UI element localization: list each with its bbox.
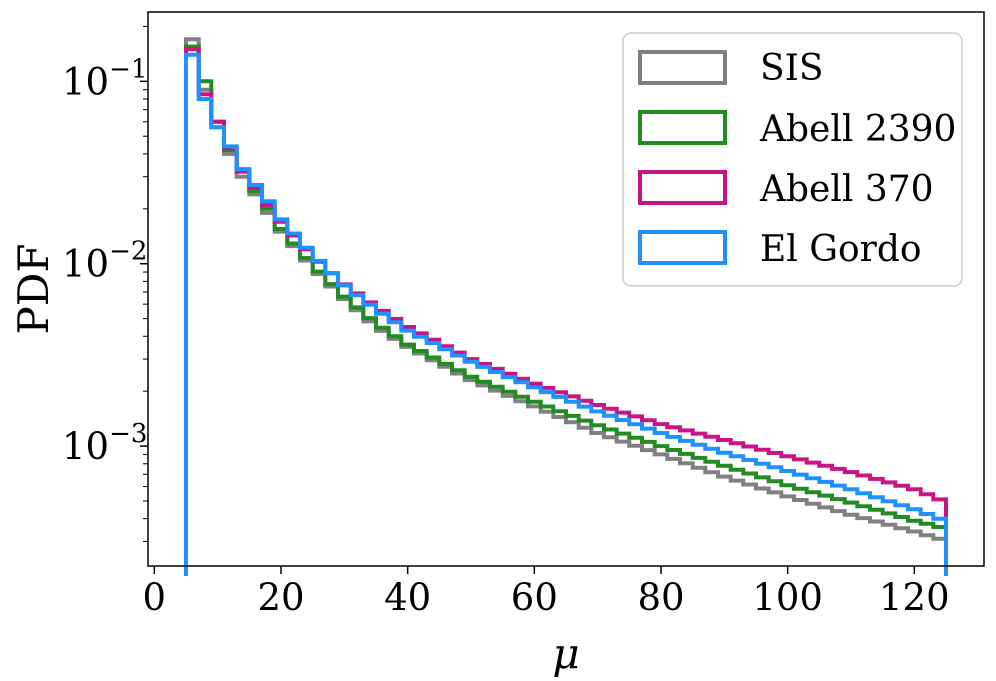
x-tick-label: 20 (257, 576, 304, 619)
series-layer (184, 37, 948, 576)
x-tick-label: 0 (143, 576, 167, 619)
legend-frame (622, 32, 963, 287)
legend-label-sis: SIS (760, 48, 824, 89)
x-tick-label: 80 (637, 576, 684, 619)
series-el-gordo (184, 52, 948, 576)
legend-label-abell-370: Abell 370 (759, 169, 934, 210)
y-tick-label: 10−1 (62, 54, 147, 103)
x-axis-label: μ (552, 629, 579, 678)
y-tick-label: 10−3 (62, 419, 147, 468)
x-tick-label: 40 (384, 576, 431, 619)
legend-swatch-sis (638, 50, 727, 85)
legend-label-abell-2390: Abell 2390 (759, 109, 956, 150)
legend-swatch-abell-370 (638, 170, 727, 205)
plot-frame (147, 11, 985, 567)
y-tick-label: 10−2 (62, 237, 147, 286)
minor-tick-layer (143, 25, 148, 542)
y-axis-label: PDF (9, 243, 58, 334)
legend-swatch-el-gordo (638, 230, 727, 265)
legend-label-el-gordo: El Gordo (760, 229, 922, 270)
legend: SIS Abell 2390 Abell 370 El Gordo (622, 32, 963, 287)
legend-swatch-abell-2390 (638, 110, 727, 145)
tick-layer: 0 20 40 60 80 100 120 10−1 10−2 10−3 (62, 54, 950, 619)
x-tick-label: 120 (879, 576, 950, 619)
x-tick-label: 60 (511, 576, 558, 619)
x-tick-label: 100 (752, 576, 823, 619)
